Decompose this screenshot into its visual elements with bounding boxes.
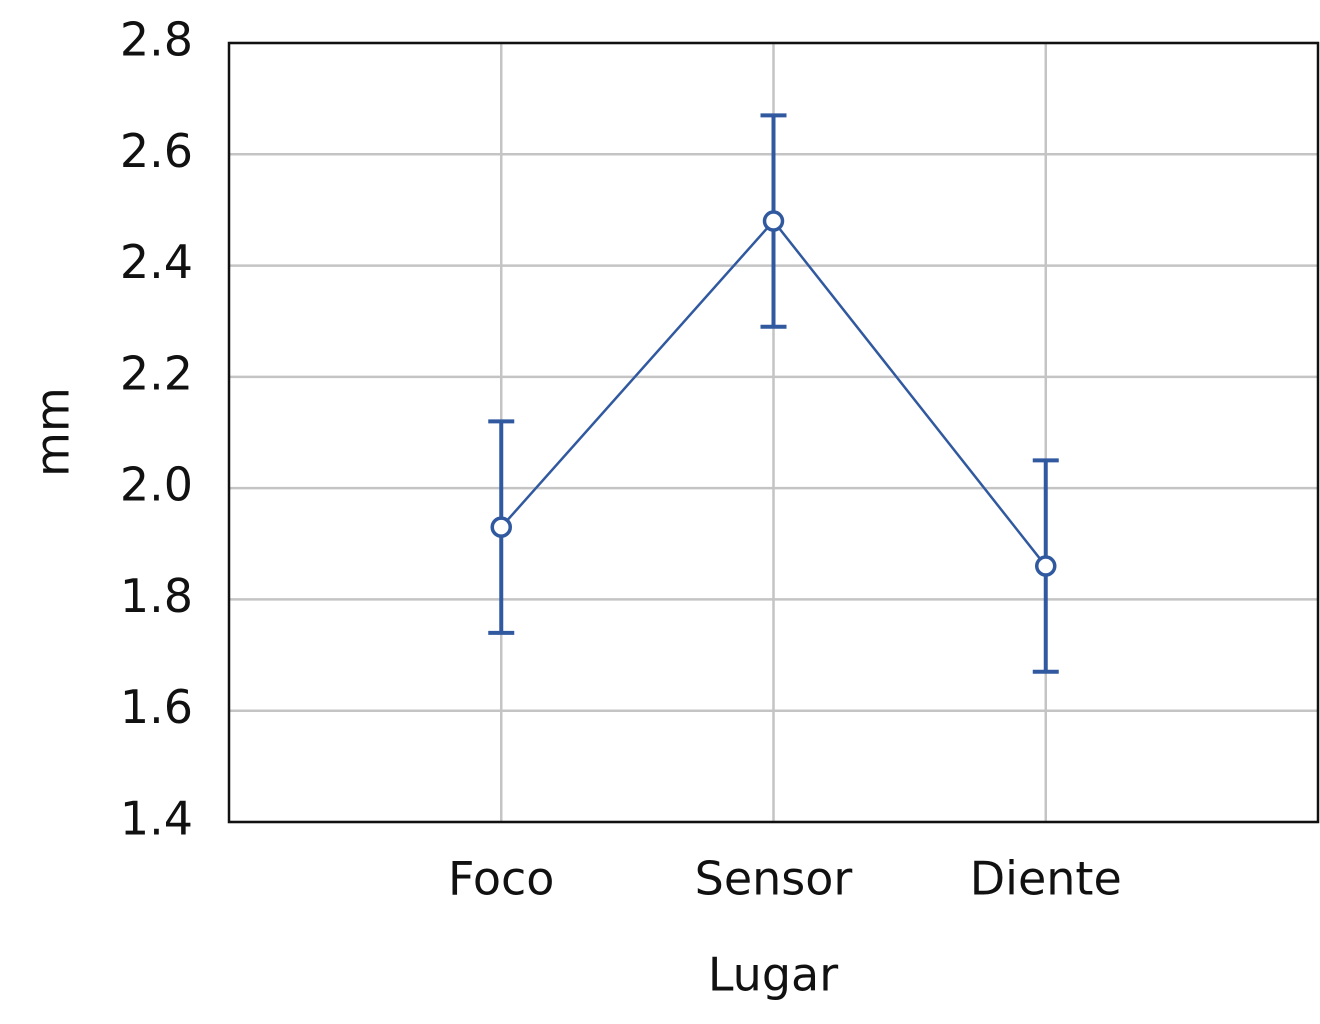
y-tick-label: 2.2 bbox=[120, 346, 193, 400]
y-tick-label: 2.4 bbox=[120, 235, 193, 289]
y-tick-label: 2.8 bbox=[120, 13, 193, 67]
x-tick-label: Diente bbox=[970, 852, 1122, 906]
x-tick-label: Foco bbox=[448, 852, 554, 906]
y-tick-label: 1.4 bbox=[120, 792, 193, 846]
y-tick-label: 2.6 bbox=[120, 124, 193, 178]
x-axis-label: Lugar bbox=[708, 948, 838, 1002]
y-tick-label: 1.6 bbox=[120, 680, 193, 734]
y-tick-label: 1.8 bbox=[120, 569, 193, 623]
data-point bbox=[762, 210, 785, 232]
data-point bbox=[1035, 555, 1057, 577]
x-tick-label: Sensor bbox=[695, 852, 853, 906]
data-point bbox=[490, 516, 512, 538]
y-axis-label: mm bbox=[26, 387, 80, 477]
y-tick-label: 2.0 bbox=[120, 458, 193, 512]
plot-frame bbox=[227, 41, 1320, 824]
